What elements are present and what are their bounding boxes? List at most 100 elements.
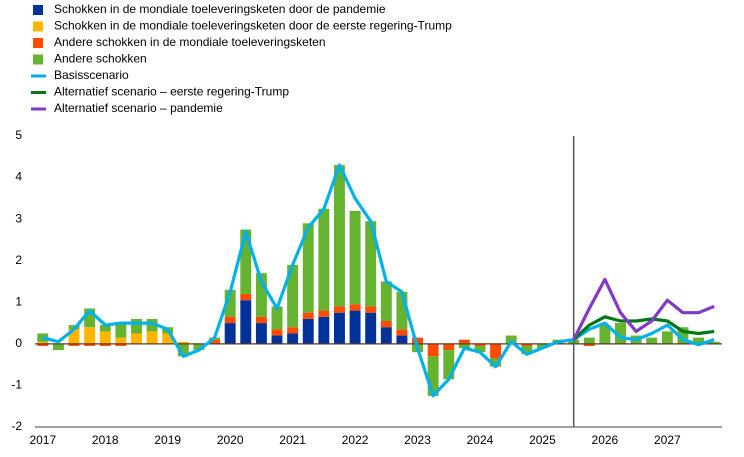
bar bbox=[84, 327, 96, 344]
bar bbox=[334, 306, 345, 313]
x-tick-label: 2020 bbox=[217, 433, 244, 447]
bar bbox=[365, 312, 377, 344]
bar bbox=[349, 310, 361, 344]
bar bbox=[287, 333, 299, 344]
x-tick-label: 2027 bbox=[654, 433, 681, 447]
bar bbox=[396, 291, 408, 330]
bar bbox=[240, 300, 252, 344]
bar bbox=[318, 316, 330, 344]
bar bbox=[365, 221, 377, 307]
bar bbox=[99, 331, 111, 344]
bar bbox=[427, 356, 439, 396]
bar bbox=[162, 333, 174, 344]
bar bbox=[458, 343, 470, 349]
bar bbox=[349, 210, 361, 305]
legend-label: Basisscenario bbox=[54, 68, 129, 82]
bar bbox=[271, 306, 283, 330]
y-tick-label: 1 bbox=[15, 294, 22, 308]
y-tick-label: 0 bbox=[15, 336, 22, 350]
bar bbox=[68, 329, 80, 344]
bar bbox=[52, 343, 64, 351]
legend-label: Andere schokken bbox=[54, 52, 147, 66]
legend-label: Schokken in de mondiale toeleveringskete… bbox=[54, 2, 386, 16]
x-tick-label: 2018 bbox=[92, 433, 119, 447]
bar bbox=[287, 264, 299, 328]
bar bbox=[115, 323, 127, 338]
bar bbox=[708, 341, 720, 344]
line bbox=[572, 315, 715, 341]
bar bbox=[458, 339, 470, 344]
bar bbox=[693, 337, 705, 344]
y-tick-label: 2 bbox=[15, 253, 22, 267]
bar bbox=[84, 343, 96, 346]
bar bbox=[302, 223, 314, 313]
bar bbox=[318, 310, 330, 317]
x-tick-label: 2024 bbox=[467, 433, 494, 447]
bar bbox=[177, 343, 189, 357]
bar bbox=[443, 343, 455, 351]
bar bbox=[412, 337, 423, 344]
bar bbox=[646, 337, 658, 344]
bar bbox=[84, 308, 96, 328]
bar bbox=[255, 273, 267, 317]
bar bbox=[536, 343, 548, 349]
x-tick-label: 2022 bbox=[342, 433, 369, 447]
bar bbox=[209, 339, 221, 344]
x-tick-label: 2017 bbox=[29, 433, 56, 447]
bar bbox=[302, 312, 314, 319]
y-tick-label: 3 bbox=[15, 211, 22, 225]
bar bbox=[380, 281, 392, 321]
bar bbox=[677, 327, 689, 344]
line bbox=[42, 163, 715, 398]
bar bbox=[583, 337, 595, 344]
bar bbox=[271, 335, 283, 344]
bar bbox=[146, 318, 158, 332]
bar bbox=[427, 343, 439, 357]
x-tick-label: 2019 bbox=[154, 433, 181, 447]
bar bbox=[255, 323, 267, 344]
bar bbox=[396, 335, 408, 344]
bar bbox=[443, 350, 455, 380]
bar bbox=[505, 335, 517, 344]
bar bbox=[131, 333, 142, 344]
legend-label: Alternatief scenario – pandemie bbox=[54, 101, 223, 115]
legend-swatch bbox=[33, 5, 43, 15]
x-tick-label: 2023 bbox=[404, 433, 431, 447]
bar bbox=[240, 229, 252, 294]
bar bbox=[287, 327, 299, 334]
legend-swatch bbox=[33, 54, 43, 65]
bar bbox=[99, 325, 111, 332]
bar bbox=[115, 343, 127, 346]
bar bbox=[68, 343, 80, 346]
bar bbox=[177, 341, 189, 344]
legend-swatch bbox=[33, 38, 43, 48]
bar bbox=[396, 329, 408, 336]
x-tick-label: 2025 bbox=[529, 433, 556, 447]
bar bbox=[146, 331, 158, 344]
bar bbox=[521, 343, 533, 346]
bar bbox=[490, 358, 502, 367]
y-tick-label: 4 bbox=[15, 170, 22, 184]
bar bbox=[255, 316, 267, 324]
bar bbox=[380, 320, 392, 328]
x-tick-label: 2026 bbox=[592, 433, 619, 447]
bar bbox=[224, 323, 236, 344]
bar bbox=[334, 165, 345, 307]
bar bbox=[349, 304, 361, 311]
line bbox=[572, 277, 715, 341]
bar bbox=[115, 337, 127, 344]
bar bbox=[37, 341, 49, 344]
bar bbox=[380, 327, 392, 344]
bar bbox=[318, 208, 330, 311]
bar bbox=[334, 312, 345, 344]
bar bbox=[615, 323, 626, 344]
y-tick-label: 5 bbox=[15, 128, 22, 142]
bar bbox=[271, 329, 283, 336]
bar bbox=[474, 345, 486, 353]
bar bbox=[661, 331, 673, 344]
legend-label: Alternatief scenario – eerste regering-T… bbox=[54, 85, 289, 99]
bar bbox=[224, 316, 236, 324]
bar bbox=[99, 343, 111, 346]
bar bbox=[193, 343, 205, 351]
